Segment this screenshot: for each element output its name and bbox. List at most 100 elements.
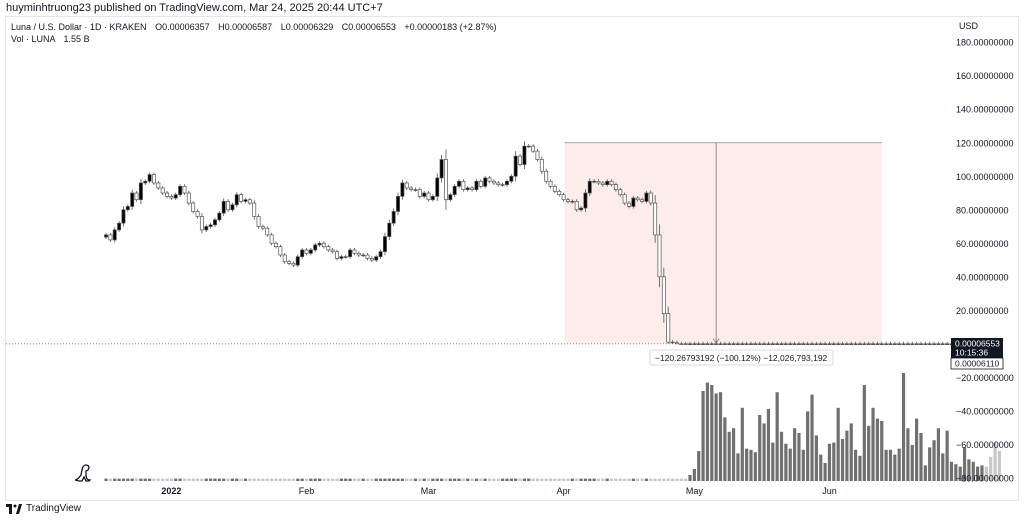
tradingview-brand[interactable]: TradingView [6, 503, 81, 514]
candle[interactable] [400, 182, 405, 197]
candle[interactable] [335, 251, 339, 259]
candle[interactable] [888, 343, 893, 345]
legend-symbol[interactable]: Luna / U.S. Dollar · 1D · KRAKEN [11, 22, 147, 32]
candle[interactable] [679, 343, 684, 345]
candle[interactable] [404, 182, 409, 189]
candle[interactable] [631, 197, 636, 207]
candle[interactable] [509, 175, 514, 182]
candle[interactable] [208, 224, 213, 227]
candle[interactable] [317, 242, 322, 246]
candle[interactable] [570, 201, 575, 203]
candle[interactable] [387, 222, 392, 237]
candle[interactable] [230, 204, 235, 211]
candle[interactable] [409, 187, 414, 191]
candle[interactable] [692, 343, 697, 345]
candle[interactable] [762, 343, 767, 345]
candle[interactable] [535, 150, 540, 160]
candle[interactable] [117, 222, 122, 231]
candle[interactable] [579, 207, 584, 211]
candle[interactable] [914, 343, 919, 345]
candle[interactable] [531, 145, 536, 152]
candle[interactable] [430, 196, 435, 201]
candle[interactable] [823, 343, 828, 345]
candle[interactable] [256, 216, 261, 227]
candle[interactable] [156, 182, 161, 189]
candle[interactable] [313, 244, 318, 251]
candle[interactable] [348, 249, 353, 258]
candle[interactable] [199, 216, 204, 231]
candle[interactable] [544, 170, 549, 182]
candle[interactable] [478, 180, 483, 187]
candle[interactable] [491, 180, 496, 184]
candle[interactable] [744, 343, 749, 345]
candle[interactable] [526, 145, 531, 148]
candle[interactable] [152, 174, 156, 184]
candle[interactable] [422, 192, 427, 197]
candle[interactable] [444, 159, 448, 201]
candle[interactable] [265, 227, 270, 236]
candle[interactable] [818, 343, 823, 345]
candle[interactable] [457, 180, 461, 187]
candle[interactable] [186, 192, 191, 204]
candle[interactable] [452, 185, 457, 196]
candle[interactable] [879, 343, 884, 345]
candle[interactable] [618, 189, 623, 196]
candle[interactable] [234, 194, 239, 206]
candle[interactable] [112, 229, 117, 241]
candle[interactable] [522, 145, 527, 165]
candle[interactable] [260, 226, 265, 229]
candle[interactable] [770, 343, 775, 345]
candle[interactable] [635, 197, 640, 201]
candle[interactable] [688, 343, 692, 345]
candle[interactable] [709, 343, 714, 345]
candle[interactable] [753, 343, 758, 345]
candle[interactable] [566, 199, 570, 202]
candle[interactable] [627, 202, 631, 207]
candle[interactable] [487, 177, 492, 182]
candle[interactable] [343, 256, 348, 258]
candle[interactable] [797, 343, 801, 345]
candle[interactable] [718, 343, 723, 345]
candle[interactable] [195, 211, 200, 217]
candle[interactable] [836, 343, 841, 345]
candle[interactable] [382, 236, 387, 253]
candle[interactable] [674, 342, 679, 345]
candle[interactable] [653, 202, 658, 236]
legend-volume-label[interactable]: Vol · LUNA [11, 34, 56, 44]
candle[interactable] [173, 194, 178, 199]
candle[interactable] [600, 182, 605, 185]
candle[interactable] [134, 192, 139, 201]
candle[interactable] [147, 174, 152, 182]
candle[interactable] [923, 343, 928, 345]
candle[interactable] [204, 226, 209, 231]
candle[interactable] [426, 192, 431, 201]
candle[interactable] [657, 234, 662, 278]
candle[interactable] [613, 184, 618, 191]
candle[interactable] [435, 177, 440, 197]
candle[interactable] [391, 211, 396, 224]
candle[interactable] [644, 192, 649, 202]
candle[interactable] [326, 246, 331, 251]
candle[interactable] [221, 201, 226, 214]
candle[interactable] [308, 249, 313, 254]
candle[interactable] [274, 242, 278, 247]
candle[interactable] [587, 180, 592, 194]
candle[interactable] [783, 343, 788, 345]
candle[interactable] [108, 234, 113, 241]
candle[interactable] [213, 219, 217, 226]
candle[interactable] [465, 187, 470, 191]
candle[interactable] [609, 180, 614, 185]
candle[interactable] [871, 343, 875, 345]
candle[interactable] [919, 343, 923, 345]
candle[interactable] [339, 256, 344, 259]
candle[interactable] [505, 180, 509, 185]
currency-label[interactable]: USD [959, 21, 979, 31]
candle[interactable] [840, 343, 845, 345]
candle[interactable] [178, 185, 183, 196]
candle[interactable] [875, 343, 880, 345]
candle[interactable] [513, 155, 518, 177]
candle[interactable] [740, 343, 745, 345]
candle[interactable] [500, 184, 505, 186]
candle[interactable] [282, 254, 287, 263]
candle[interactable] [648, 192, 653, 204]
